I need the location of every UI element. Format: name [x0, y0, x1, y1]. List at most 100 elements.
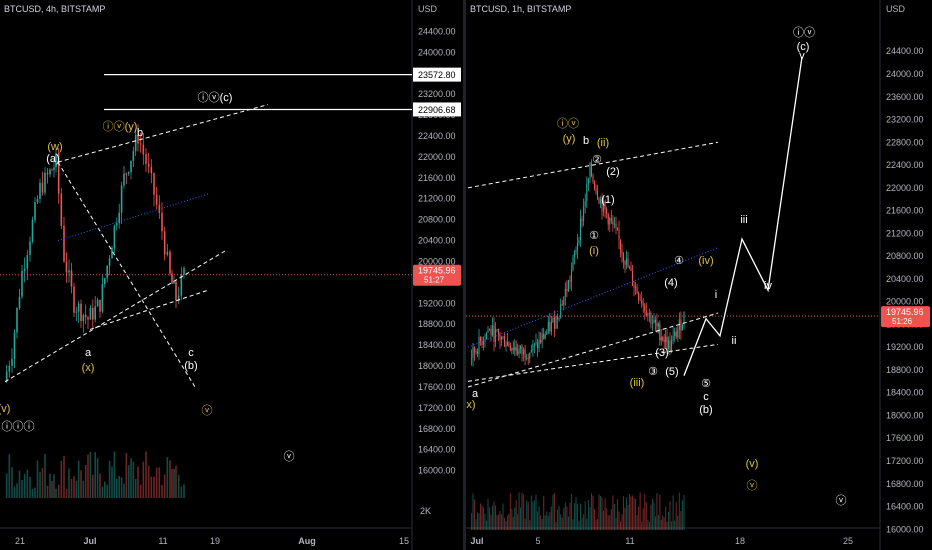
candle-body — [94, 306, 96, 320]
volume-bar — [586, 518, 588, 530]
volume-bar — [519, 507, 522, 530]
volume-bar — [36, 460, 39, 498]
volume-bar — [610, 509, 612, 530]
y-tick-label: 16400.00 — [418, 445, 456, 455]
candle-body — [606, 209, 608, 214]
volume-bar — [624, 507, 626, 530]
y-tick-label: 22000.00 — [418, 152, 456, 162]
x-tick-label: 19 — [210, 536, 220, 546]
volume-bar — [476, 512, 479, 530]
volume-bar — [8, 454, 11, 498]
candle-body — [666, 336, 668, 349]
last-price-value: 19745.96 — [418, 266, 456, 276]
volume-bar — [592, 495, 594, 530]
candle-body — [598, 198, 600, 204]
volume-bar — [558, 505, 560, 530]
volume-bar — [84, 464, 87, 498]
candle-body — [487, 330, 489, 333]
volume-bar — [557, 509, 559, 530]
volume-bar — [683, 494, 685, 530]
candle-body — [145, 154, 147, 164]
volume-bar — [139, 484, 142, 498]
volume-bar — [173, 468, 175, 498]
candle-body — [470, 358, 473, 360]
candle-body — [127, 172, 130, 174]
volume-bar — [523, 494, 525, 530]
candle-body — [139, 143, 142, 145]
y-tick-label: 21200.00 — [886, 228, 924, 238]
candle-body — [123, 173, 125, 186]
candle-body — [130, 160, 132, 173]
candle-body — [557, 316, 559, 320]
candle-body — [73, 286, 75, 313]
candle-body — [485, 332, 488, 340]
candle-body — [671, 340, 673, 353]
candle-body — [566, 288, 568, 291]
wave-label: (2) — [606, 166, 619, 178]
x-tick-label: 21 — [15, 536, 25, 546]
volume-bar — [628, 493, 631, 530]
candle-body — [561, 304, 563, 306]
y-tick-label: 23200.00 — [418, 89, 456, 99]
volume-bar — [606, 508, 608, 530]
chart-1h-svg[interactable]: USD 24400.00 24000.00 23600.00 23200.00 22800… — [466, 0, 932, 550]
volume-bar — [547, 516, 549, 530]
volume-bar — [57, 484, 60, 498]
candle-body — [509, 345, 511, 351]
wave-label: (5) — [665, 366, 678, 378]
candle-body — [137, 134, 139, 144]
volume-bar — [53, 474, 55, 498]
volume-bar — [566, 506, 568, 530]
y-tick-label: 17600.00 — [418, 382, 456, 392]
wave-label: (ii) — [597, 137, 609, 149]
volume-bar — [113, 451, 116, 498]
y-tick-label: 20400.00 — [886, 274, 924, 284]
candle-body — [169, 251, 171, 274]
chart-4h-svg[interactable]: USD24400.0024000.0023600.0023200.0022800… — [0, 0, 463, 550]
volume-bar — [672, 495, 674, 530]
volume-bar — [521, 492, 523, 530]
panel-divider[interactable] — [463, 0, 466, 550]
chart-panel-4h[interactable]: USD24400.0024000.0023600.0023200.0022800… — [0, 0, 463, 550]
y-tick-label: 16800.00 — [886, 479, 924, 489]
chart-panel-1h[interactable]: USD 24400.00 24000.00 23600.00 23200.00 22800… — [466, 0, 932, 550]
volume-bar — [506, 515, 509, 530]
volume-bar — [579, 503, 582, 530]
candle-body — [515, 347, 517, 352]
candle-body — [99, 299, 101, 312]
candle-body — [657, 323, 659, 327]
candle-body — [665, 336, 667, 343]
volume-bar — [675, 501, 677, 530]
candle-body — [645, 310, 647, 316]
candle-body — [642, 304, 644, 306]
volume-bar — [21, 479, 23, 498]
y-tick-label: 17600.00 — [886, 433, 924, 443]
candle-body — [80, 303, 82, 321]
volume-bar — [500, 514, 503, 530]
candle-body — [610, 218, 612, 221]
candle-body — [674, 331, 676, 336]
candle-body — [518, 348, 520, 354]
candle-body — [681, 324, 683, 331]
volume-bar — [656, 493, 658, 530]
volume-bar — [515, 500, 517, 530]
last-price-tag — [881, 306, 930, 328]
volume-bar — [526, 500, 528, 530]
candle-body — [118, 212, 120, 224]
volume-bar — [18, 470, 21, 498]
y-tick-label: 24000.00 — [418, 47, 456, 57]
candle-body — [166, 251, 169, 255]
candle-body — [549, 322, 551, 332]
candle-body — [490, 329, 492, 336]
wave-label: (iii) — [630, 377, 645, 389]
volume-bar — [622, 496, 625, 530]
volume-bar — [175, 465, 177, 498]
volume-bar — [570, 493, 573, 530]
candle-body — [161, 212, 163, 232]
volume-bar — [644, 494, 646, 530]
candle-body — [651, 322, 654, 324]
candle-body — [553, 317, 556, 329]
volume-bar — [660, 519, 662, 530]
candle-body — [491, 325, 494, 336]
volume-bar — [490, 514, 492, 530]
